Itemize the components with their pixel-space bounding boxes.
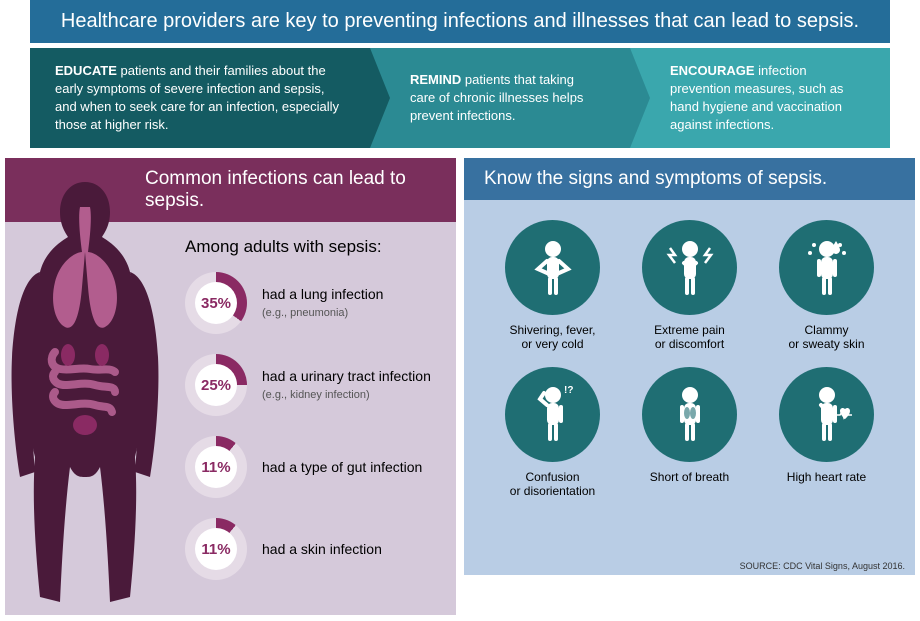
stat-text: had a lung infection(e.g., pneumonia) (262, 286, 383, 320)
symptom-label: Clammyor sweaty skin (763, 323, 890, 352)
clammy-icon (779, 220, 874, 315)
symptom-confusion: !? Confusionor disorientation (489, 367, 616, 499)
donut-icon: 35% (185, 272, 247, 334)
symptom-clammy: Clammyor sweaty skin (763, 220, 890, 352)
donut-label: 11% (185, 436, 247, 498)
symptom-label: Confusionor disorientation (489, 470, 616, 499)
stat-text: had a type of gut infection (262, 459, 422, 476)
donut-label: 35% (185, 272, 247, 334)
donut-icon: 11% (185, 518, 247, 580)
panel-symptoms: Know the signs and symptoms of sepsis. S… (464, 158, 915, 615)
panel-right-body: Shivering, fever,or very cold Extreme pa… (464, 200, 915, 575)
symptom-pain: Extreme painor discomfort (626, 220, 753, 352)
pain-icon (642, 220, 737, 315)
donut-label: 25% (185, 354, 247, 416)
arrow-bold: EDUCATE (55, 63, 117, 78)
donut-icon: 25% (185, 354, 247, 416)
arrow-bold: ENCOURAGE (670, 63, 755, 78)
symptom-heart: High heart rate (763, 367, 890, 499)
stat-row: 11% had a skin infection (185, 518, 441, 580)
symptom-shivering: Shivering, fever,or very cold (489, 220, 616, 352)
arrow-remind: REMIND patients that taking care of chro… (370, 48, 630, 148)
symptom-label: Extreme painor discomfort (626, 323, 753, 352)
symptom-breath: Short of breath (626, 367, 753, 499)
main-row: Common infections can lead to sepsis. (5, 158, 915, 615)
panel-right-title: Know the signs and symptoms of sepsis. (484, 168, 827, 189)
confusion-icon: !? (505, 367, 600, 462)
header-text: Healthcare providers are key to preventi… (61, 10, 859, 32)
arrow-bold: REMIND (410, 72, 461, 87)
body-silhouette-icon (0, 177, 170, 607)
arrow-encourage: ENCOURAGE infection prevention measures,… (630, 48, 890, 148)
stat-row: 25% had a urinary tract infection(e.g., … (185, 354, 441, 416)
stats-subhead: Among adults with sepsis: (185, 237, 441, 257)
panel-right-header: Know the signs and symptoms of sepsis. (464, 158, 915, 200)
stat-row: 11% had a type of gut infection (185, 436, 441, 498)
donut-label: 11% (185, 518, 247, 580)
svg-text:!?: !? (564, 385, 573, 396)
panel-infections: Common infections can lead to sepsis. (5, 158, 456, 615)
stat-row: 35% had a lung infection(e.g., pneumonia… (185, 272, 441, 334)
stat-text: had a skin infection (262, 541, 382, 558)
shivering-icon (505, 220, 600, 315)
symptom-label: High heart rate (763, 470, 890, 484)
panel-left-title: Common infections can lead to sepsis. (145, 168, 406, 211)
source-text: SOURCE: CDC Vital Signs, August 2016. (740, 561, 905, 571)
symptom-label: Short of breath (626, 470, 753, 484)
heart-icon (779, 367, 874, 462)
donut-icon: 11% (185, 436, 247, 498)
arrow-educate: EDUCATE patients and their families abou… (30, 48, 370, 148)
arrow-row: EDUCATE patients and their families abou… (30, 48, 890, 148)
panel-left-body: Among adults with sepsis: 35% had a lung… (5, 222, 456, 615)
header-bar: Healthcare providers are key to preventi… (30, 0, 890, 43)
stat-text: had a urinary tract infection(e.g., kidn… (262, 368, 431, 402)
breath-icon (642, 367, 737, 462)
symptom-label: Shivering, fever,or very cold (489, 323, 616, 352)
